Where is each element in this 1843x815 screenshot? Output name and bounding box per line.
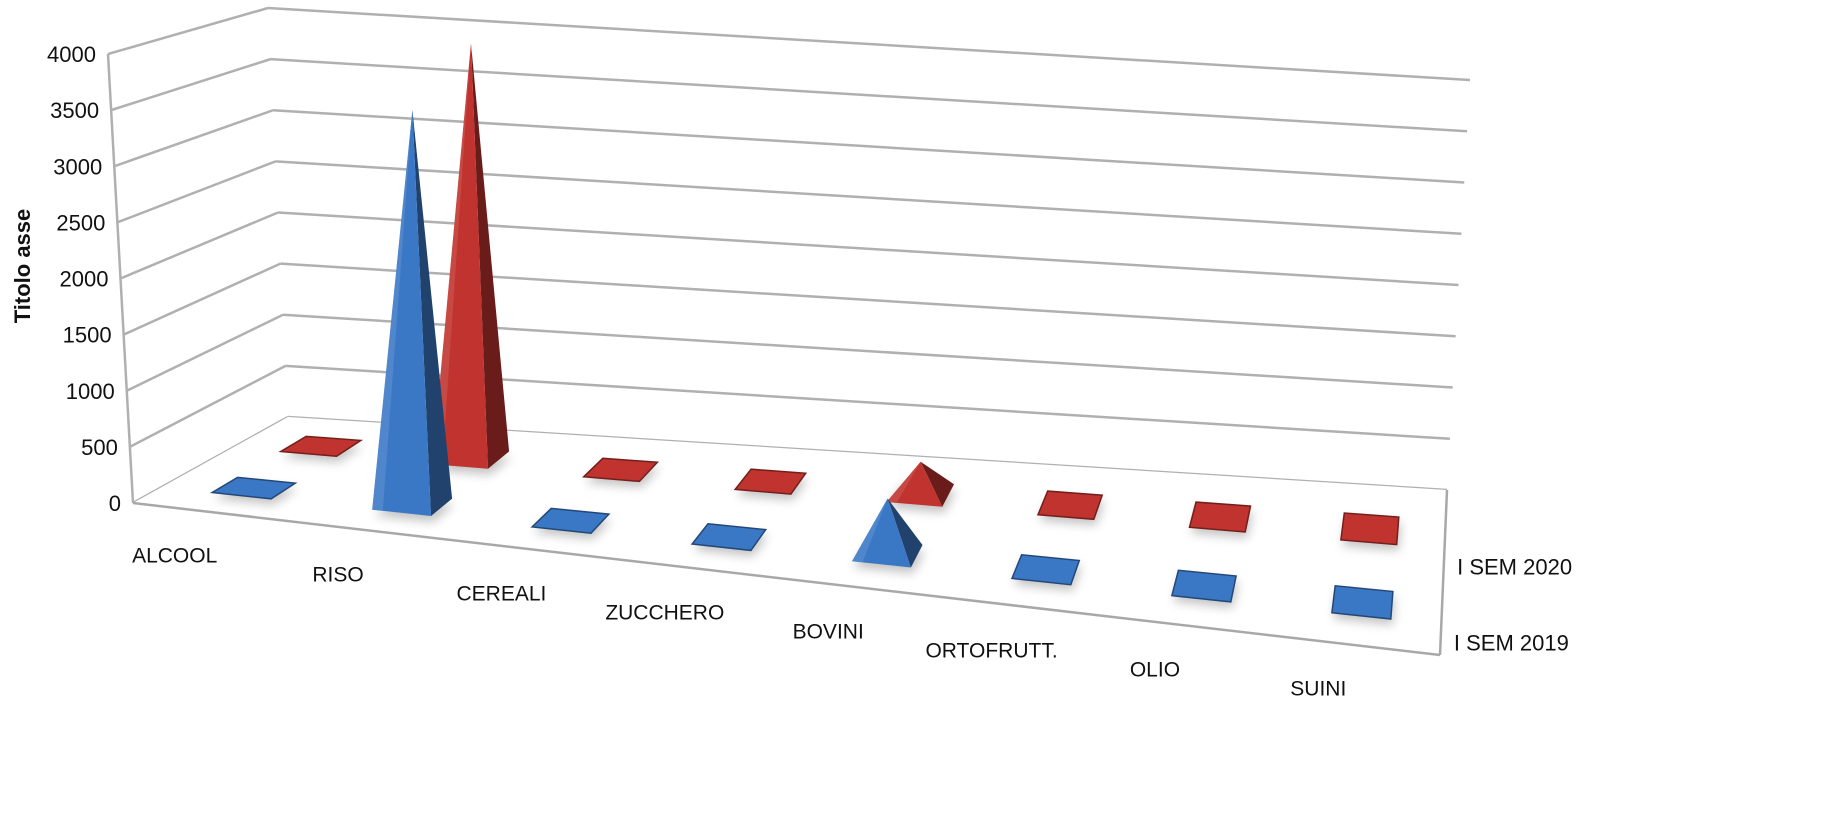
gridline <box>267 6 1471 82</box>
side-gridline <box>107 6 269 56</box>
back-series-layer <box>278 43 1401 551</box>
bar-highlight <box>886 461 921 503</box>
bar-suini-0 <box>1331 584 1394 620</box>
side-gridline <box>126 313 284 392</box>
bar-cereali-0 <box>530 507 611 534</box>
x-category-label: ZUCCHERO <box>605 602 724 625</box>
series-label: I SEM 2019 <box>1454 630 1569 655</box>
bar-ortofrutt-0 <box>1010 553 1081 586</box>
bar-alcool-1 <box>278 435 364 457</box>
y-tick-label: 500 <box>81 435 118 460</box>
bar-zucchero-0 <box>690 523 768 552</box>
x-category-label: OLIO <box>1130 659 1180 682</box>
side-gridline <box>129 364 287 448</box>
floor-front-edge <box>132 501 1441 657</box>
bar-bovini-0-side <box>887 498 923 568</box>
floor-layer <box>132 417 1449 657</box>
bar-riso-1-side <box>471 43 510 469</box>
bar-highlight <box>852 498 888 563</box>
bar-olio-0 <box>1170 569 1238 603</box>
y-tick-label: 2500 <box>56 210 105 235</box>
x-category-label: SUINI <box>1290 678 1346 701</box>
bar-ortofrutt-1 <box>1036 490 1104 521</box>
y-tick-label: 1000 <box>66 379 115 404</box>
side-gridline <box>110 57 271 112</box>
bar-alcool-0 <box>209 476 298 500</box>
series-label: I SEM 2020 <box>1457 555 1572 580</box>
y-tick-label: 2000 <box>60 267 109 292</box>
x-category-label: RISO <box>312 564 363 587</box>
bar-highlight <box>432 43 471 466</box>
y-tick-label: 4000 <box>47 42 96 67</box>
bar-cereali-1 <box>581 457 660 483</box>
floor-right-edge <box>1438 489 1449 656</box>
x-category-label: BOVINI <box>793 621 864 644</box>
bar-suini-1 <box>1340 512 1400 546</box>
bar-olio-1 <box>1188 501 1252 533</box>
bar-riso-0-side <box>412 109 453 517</box>
bar-highlight <box>372 109 413 511</box>
side-gridline <box>116 160 276 224</box>
y-axis-title: Titolo asse <box>10 209 35 324</box>
bar-zucchero-1 <box>733 468 808 495</box>
side-gridline <box>123 262 282 336</box>
y-tick-label: 3500 <box>50 98 99 123</box>
side-gridline <box>120 211 279 280</box>
y-tick-label: 0 <box>109 491 121 516</box>
side-gridline <box>113 109 274 168</box>
x-category-label: CEREALI <box>457 583 547 606</box>
x-category-label: ORTOFRUTT. <box>925 640 1057 663</box>
y-tick-label: 3000 <box>53 154 102 179</box>
floor-plane <box>133 417 1447 655</box>
y-tick-label: 1500 <box>63 323 112 348</box>
bar-bovini-1-side <box>920 461 954 507</box>
x-category-label: ALCOOL <box>132 545 217 568</box>
front-series-layer <box>209 109 1395 625</box>
label-layer: 0 500 1000 1500 2000 2500 3000 3500 4000 Titolo a… <box>10 42 1572 701</box>
